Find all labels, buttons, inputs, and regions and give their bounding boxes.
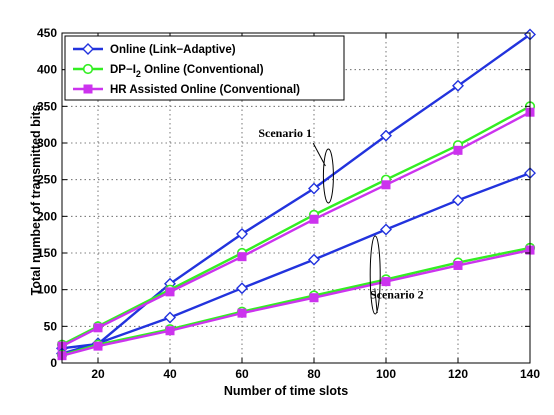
- annotation-leader: [312, 142, 326, 167]
- annotations: Scenario 1 Scenario 2: [258, 126, 424, 315]
- annotation-ellipse: [322, 148, 334, 204]
- legend-entry-2: DP−I2 Online (Conventional): [73, 63, 264, 79]
- annotation-scenario-2: Scenario 2: [369, 235, 424, 315]
- y-tick-label: 200: [37, 209, 57, 223]
- y-tick-label: 350: [37, 99, 57, 113]
- plot-border: [61, 32, 531, 364]
- y-tick-label: 400: [37, 63, 57, 77]
- data-point: [237, 308, 247, 318]
- data-point: [236, 282, 248, 295]
- x-tick-label: 20: [91, 367, 105, 381]
- y-tick-label: 50: [44, 319, 58, 333]
- data-point: [380, 223, 392, 236]
- y-tick-label: 300: [37, 136, 57, 150]
- legend-entry-1: Online (Link−Adaptive): [73, 43, 236, 56]
- data-point: [453, 260, 463, 270]
- data-point: [381, 277, 391, 287]
- y-tick-label: 100: [37, 283, 57, 297]
- x-tick-label: 60: [235, 367, 249, 381]
- data-point: [93, 341, 103, 351]
- data-point: [164, 311, 176, 324]
- data-point: [93, 323, 103, 333]
- y-tick-label: 150: [37, 246, 57, 260]
- annotation-ellipse: [369, 235, 381, 315]
- data-point: [83, 84, 93, 94]
- legend-label: HR Assisted Online (Conventional): [110, 84, 300, 96]
- data-point: [82, 63, 94, 75]
- x-tick-label: 120: [448, 367, 468, 381]
- tick-labels: 20 40 60 80 100 120 140 0 50 100 150 200 250 300 350 40…: [37, 26, 540, 381]
- y-tick-label: 0: [50, 356, 57, 370]
- data-point: [308, 253, 320, 266]
- x-tick-label: 40: [163, 367, 177, 381]
- series-line: [61, 246, 531, 357]
- series-line: [61, 33, 531, 350]
- data-point: [452, 194, 464, 207]
- x-axis-title: Number of time slots: [224, 384, 348, 398]
- data-point: [380, 129, 392, 142]
- y-tick-label: 250: [37, 173, 57, 187]
- data-point: [381, 180, 391, 190]
- data-point: [452, 79, 464, 92]
- x-tick-label: 80: [307, 367, 321, 381]
- y-tick-label: 450: [37, 26, 57, 40]
- series-line: [61, 248, 531, 357]
- y-axis-title: Total number of transmitted bits: [29, 105, 43, 296]
- data-point: [309, 293, 319, 303]
- legend: Online (Link−Adaptive) DP−I2 Online (Conv…: [64, 35, 345, 101]
- annotation-scenario-1: Scenario 1: [258, 126, 334, 204]
- series-line: [61, 111, 531, 348]
- x-tick-label: 140: [520, 367, 540, 381]
- data-point: [237, 252, 247, 262]
- legend-entry-3: HR Assisted Online (Conventional): [73, 84, 300, 96]
- annotation-leader: [374, 288, 378, 314]
- data-point: [309, 214, 319, 224]
- data-point: [165, 287, 175, 297]
- data-point: [82, 43, 94, 55]
- legend-label: Online (Link−Adaptive): [110, 44, 236, 56]
- data-point: [453, 145, 463, 155]
- legend-box: [64, 35, 345, 101]
- x-tick-label: 100: [376, 367, 396, 381]
- data-point: [308, 182, 320, 195]
- annotation-label: Scenario 1: [258, 126, 312, 140]
- data-point: [236, 227, 248, 240]
- data-point: [165, 326, 175, 336]
- legend-label: DP−I2 Online (Conventional): [110, 64, 264, 79]
- series-line: [61, 105, 531, 346]
- annotation-label: Scenario 2: [370, 287, 424, 301]
- series-line: [61, 171, 531, 355]
